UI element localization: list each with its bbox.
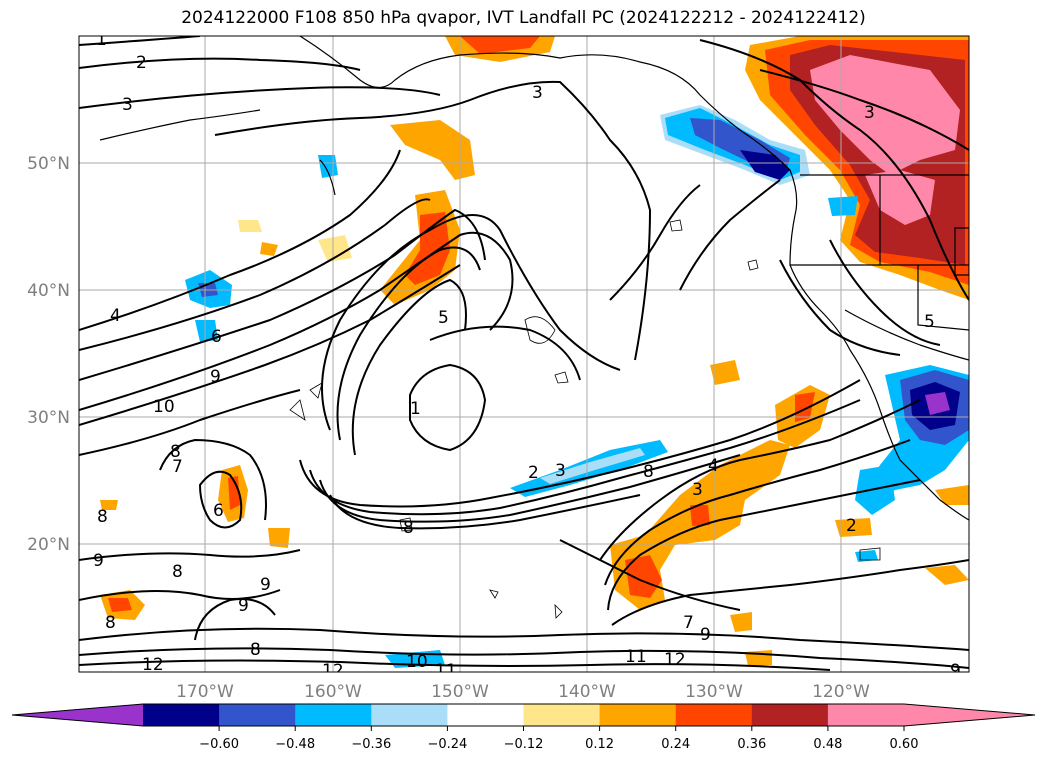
contour-label: 5	[438, 308, 449, 328]
map-content: 1 2 3 3 3 4 5 6 9 10 8 8 7 6 8 9 8 9 8 9…	[79, 30, 969, 681]
contour-label: 3	[555, 461, 566, 481]
contour-label: 9	[210, 367, 221, 387]
contour-label: 3	[532, 83, 543, 103]
colorbar-cell	[751, 704, 829, 726]
contour-label: 9	[700, 625, 711, 645]
colorbar-cells	[143, 704, 905, 726]
lon-label-140w: 140°W	[558, 682, 616, 702]
colorbar-outline	[11, 703, 1036, 727]
map-title: 2024122000 F108 850 hPa qvapor, IVT Land…	[181, 8, 866, 28]
contour-label: 8	[97, 507, 108, 527]
contour-label: 12	[142, 655, 164, 675]
colorbar-cell	[827, 704, 905, 726]
colorbar-cell	[371, 704, 448, 726]
contour-label: 12	[322, 661, 344, 681]
colorbar-tick-label: −0.60	[199, 737, 239, 752]
contour-label: 8	[170, 442, 181, 462]
colorbar-tick-label: 0.60	[890, 737, 919, 752]
colorbar-cell	[143, 704, 220, 726]
lon-label-160w: 160°W	[304, 682, 362, 702]
ivt-contours	[79, 36, 969, 671]
contour-label: 4	[708, 456, 719, 476]
colorbar: −0.60 −0.48 −0.36 −0.24 −0.12 0.12 0.24 0.36 0.4…	[11, 703, 1036, 752]
lat-label-50n: 50°N	[27, 154, 70, 174]
colorbar-cell	[447, 704, 524, 726]
contour-label: 5	[924, 312, 935, 332]
colorbar-min-extend	[12, 704, 143, 726]
contour-label: 8	[172, 562, 183, 582]
coastline	[99, 36, 969, 521]
contour-label: 1	[410, 399, 421, 419]
colorbar-tick-label: −0.24	[427, 737, 467, 752]
colorbar-tick-label: −0.36	[351, 737, 391, 752]
contour-label: 6	[213, 501, 224, 521]
contour-label: 9	[238, 596, 249, 616]
colorbar-tick-label: −0.12	[504, 737, 544, 752]
contour-label: 4	[110, 306, 121, 326]
lon-label-130w: 130°W	[685, 682, 743, 702]
graticule	[79, 36, 969, 672]
colorbar-cell	[219, 704, 296, 726]
lat-label-40n: 40°N	[27, 281, 70, 301]
contour-label: 8	[250, 640, 261, 660]
contour-label: 3	[692, 480, 703, 500]
contour-label: 2	[846, 516, 857, 536]
contour-label: 3	[122, 95, 133, 115]
contour-label: 2	[136, 53, 147, 73]
contour-label: 10	[406, 652, 428, 672]
contour-label: 11	[625, 647, 647, 667]
colorbar-cell	[295, 704, 372, 726]
colorbar-cell	[675, 704, 753, 726]
latitude-labels: 50°N 40°N 30°N 20°N	[27, 154, 70, 555]
longitude-labels: 170°W 160°W 150°W 140°W 130°W 120°W	[176, 682, 870, 702]
colorbar-max-extend	[904, 704, 1035, 726]
colorbar-tick-label: 0.36	[737, 737, 766, 752]
contour-label: 6	[211, 327, 222, 347]
lon-label-120w: 120°W	[812, 682, 870, 702]
colorbar-tick-label: 0.24	[661, 737, 690, 752]
contour-label: 11	[435, 661, 457, 681]
contour-labels: 1 2 3 3 3 4 5 6 9 10 8 8 7 6 8 9 8 9 8 9…	[93, 30, 961, 681]
contour-label: 7	[683, 613, 694, 633]
lat-label-20n: 20°N	[27, 535, 70, 555]
colorbar-cell	[523, 704, 601, 726]
lat-label-30n: 30°N	[27, 408, 70, 428]
contour-label: 1	[96, 30, 107, 50]
contour-label: 9	[260, 575, 271, 595]
contour-label: 10	[153, 397, 175, 417]
contour-label: 2	[528, 463, 539, 483]
thin-contours	[289, 219, 881, 619]
contour-label: 12	[664, 650, 686, 670]
contour-label: 7	[172, 457, 183, 477]
contour-label: 3	[864, 103, 875, 123]
contour-label: 9	[950, 661, 961, 681]
contour-label: 8	[643, 462, 654, 482]
colorbar-cell	[599, 704, 677, 726]
colorbar-tick-label: −0.48	[275, 737, 315, 752]
colorbar-tick-label: 0.12	[585, 737, 614, 752]
colorbar-tick-label: 0.48	[813, 737, 842, 752]
lon-label-170w: 170°W	[176, 682, 234, 702]
lon-label-150w: 150°W	[431, 682, 489, 702]
contour-label: 8	[105, 613, 116, 633]
colorbar-ticks: −0.60 −0.48 −0.36 −0.24 −0.12 0.12 0.24 0.36 0.4…	[199, 726, 918, 752]
contour-label: 8	[403, 518, 414, 538]
contour-label: 9	[93, 551, 104, 571]
map-frame	[78, 35, 970, 673]
